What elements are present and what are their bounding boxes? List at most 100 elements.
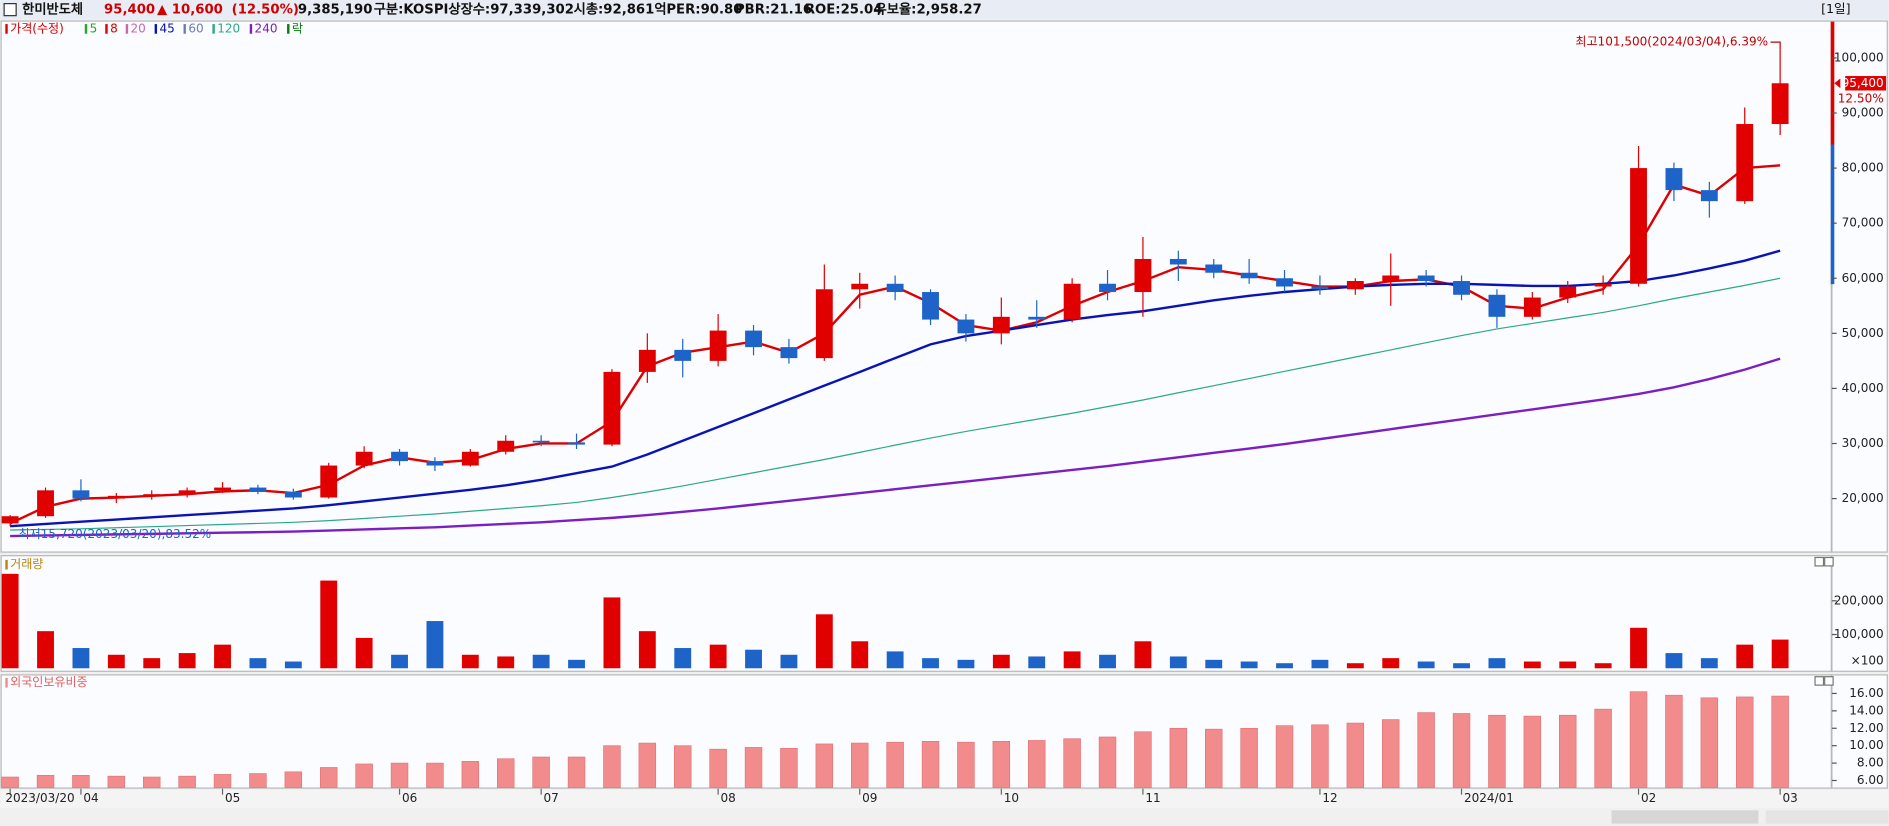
max-arrow: [1770, 41, 1781, 50]
x-axis-bar: [0, 789, 1889, 808]
candle-body: [957, 319, 975, 334]
volume-bar: [143, 658, 161, 669]
legend-label: 8: [110, 21, 118, 35]
volume-bar: [851, 641, 869, 669]
candle-body: [214, 487, 231, 491]
foreign-bar: [1488, 714, 1506, 788]
volume-bar: [1311, 659, 1329, 669]
scrollbar-track[interactable]: [1765, 810, 1889, 824]
foreign-bar: [851, 742, 869, 788]
y-tick-label: 40,000: [1842, 381, 1884, 395]
foreign-bar: [1028, 740, 1046, 788]
volume-bar: [780, 654, 798, 669]
volume: 9,385,190: [298, 3, 373, 18]
price-axis: [1831, 20, 1888, 553]
volume-bar: [72, 648, 90, 669]
volume-bar: [568, 659, 585, 669]
volume-bar: [1240, 661, 1258, 669]
x-tick-label: 05: [225, 791, 240, 805]
candle-body: [1346, 281, 1364, 290]
candle-body: [355, 451, 373, 466]
foreign-bar: [1523, 715, 1542, 788]
foreign-bar: [957, 741, 975, 788]
volume-bar: [815, 614, 833, 669]
candle-body: [815, 289, 833, 359]
volume-bar: [107, 654, 125, 669]
legend-swatch: [5, 677, 8, 688]
volume-bar: [603, 597, 621, 669]
volume-bar: [391, 654, 408, 669]
candle-body: [72, 490, 90, 499]
volume-bar: [1594, 663, 1612, 669]
volume-bar: [497, 656, 515, 669]
y-tick-label: 6.00: [1857, 773, 1884, 787]
volume-bar: [1169, 656, 1187, 669]
foreign-bar: [1665, 694, 1683, 788]
checkbox[interactable]: [3, 3, 17, 17]
current-price-label: 95,400: [1842, 76, 1884, 90]
candle-body: [107, 495, 125, 499]
y-tick-label: 14.00: [1849, 703, 1883, 717]
min-annotation: 최저15,720(2023/03/20),83.52%: [19, 527, 212, 541]
legend-label: 가격(수정): [10, 21, 64, 35]
legend-label: 락: [292, 21, 303, 35]
volume-bar: [886, 651, 904, 669]
foreign-bar: [1240, 727, 1258, 788]
panel-button[interactable]: [1824, 676, 1834, 686]
foreign-bar: [1311, 724, 1329, 788]
period[interactable]: [1일]: [1821, 1, 1851, 16]
foreign-bar: [36, 774, 55, 788]
foreign-bar: [886, 741, 904, 788]
foreign-bar: [1771, 695, 1789, 788]
candle-body: [1736, 124, 1754, 202]
panel-button[interactable]: [1814, 556, 1825, 567]
volume-bar: [1559, 661, 1577, 669]
foreign-bar: [1169, 727, 1188, 788]
foreign-bar: [1134, 731, 1152, 788]
candle-body: [568, 442, 585, 445]
legend-swatch: [212, 24, 215, 34]
foreign-bar: [143, 776, 161, 788]
volume-axis: [1831, 555, 1888, 672]
volume-bar: [1063, 651, 1081, 669]
foreign-panel: [0, 674, 1832, 789]
candle-body: [709, 330, 727, 361]
y-tick-label: 30,000: [1842, 436, 1884, 450]
candle-body: [532, 440, 550, 443]
foreign-bar: [1098, 736, 1117, 788]
current-price-box: [1845, 76, 1887, 91]
candle-body: [249, 487, 267, 492]
candle-body: [886, 283, 904, 293]
volume-bar: [745, 649, 762, 669]
volume-bar: [1134, 641, 1152, 669]
x-tick-label: 03: [1783, 791, 1798, 805]
volume-bar: [214, 644, 231, 669]
candle-body: [497, 440, 515, 452]
foreign-bar: [1736, 696, 1754, 788]
x-tick-label: 2023/03/20: [5, 791, 74, 805]
panel-button[interactable]: [1814, 676, 1825, 686]
scrollbar-thumb[interactable]: [1611, 810, 1759, 824]
foreign-bar: [107, 775, 126, 788]
candle-body: [1488, 294, 1506, 317]
volume-bar: [532, 654, 550, 669]
foreign-bar: [1346, 722, 1365, 788]
foreign-bar: [1275, 725, 1294, 788]
x-tick-label: 04: [83, 791, 98, 805]
foreign-bar: [320, 767, 338, 788]
y-tick-label: 50,000: [1842, 326, 1884, 340]
candle-body: [37, 490, 54, 517]
candle-body: [638, 349, 656, 372]
y-tick-label: 8.00: [1857, 756, 1884, 770]
y-tick-label: 12.00: [1849, 721, 1883, 735]
y-tick-label: 16.00: [1849, 686, 1883, 700]
volume-bar: [1346, 663, 1364, 669]
foreign-bar: [1382, 719, 1400, 788]
moving-average-line: [10, 357, 1781, 538]
pbr: PBR:21.16: [735, 3, 812, 18]
panel-button[interactable]: [1824, 556, 1834, 567]
candle-body: [922, 292, 939, 320]
candle-body: [745, 330, 762, 348]
volume-bar: [1630, 627, 1647, 669]
